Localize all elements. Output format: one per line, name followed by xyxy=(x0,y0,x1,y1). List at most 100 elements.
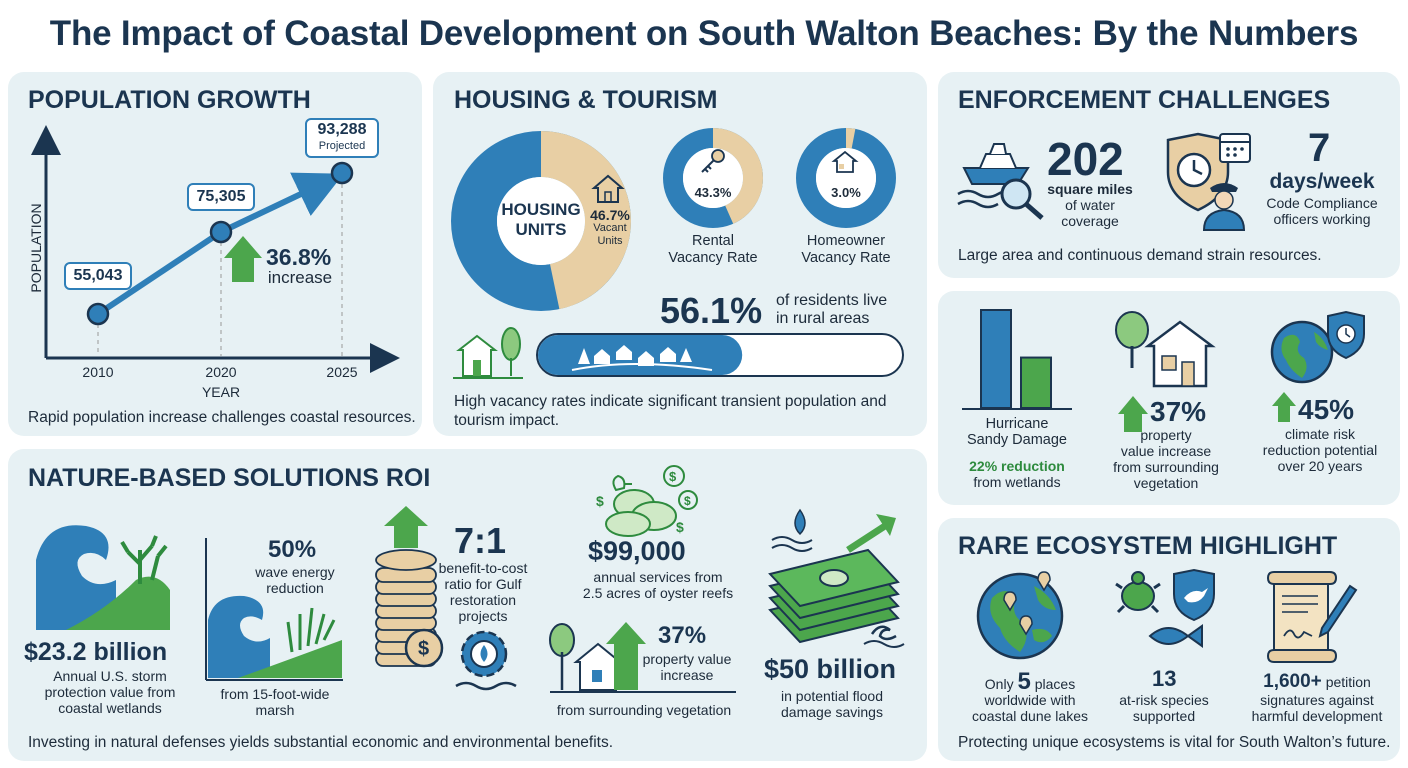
flood-label-1: in potential flood xyxy=(781,688,883,704)
projected-label: Projected xyxy=(318,140,366,152)
vacant-label-1: Vacant xyxy=(593,222,627,234)
homeowner-vacancy-arc xyxy=(796,128,896,228)
wave-coral-icon xyxy=(36,525,170,630)
housing-caption-1: High vacancy rates indicate significant … xyxy=(454,393,887,410)
climate-label-3: over 20 years xyxy=(1277,458,1363,474)
rental-vacancy-arc xyxy=(663,128,763,228)
svg-text:$: $ xyxy=(684,494,691,508)
property-label-2: value increase xyxy=(1120,443,1212,459)
value-2025-box: 93,288 Projected xyxy=(305,118,379,158)
year-2010: 2010 xyxy=(82,364,114,380)
ratio-label-2: ratio for Gulf xyxy=(444,576,522,592)
vacant-label-2: Units xyxy=(597,235,623,247)
oyster-dollar-icon: $ $ $ $ xyxy=(596,465,698,537)
shield-officer-icon xyxy=(1166,132,1251,231)
value-2010: 55,043 xyxy=(64,262,132,290)
veg-label-2: increase xyxy=(660,667,714,683)
point-2025 xyxy=(330,161,354,185)
house-tree-icon xyxy=(453,327,523,379)
days-label-1: Code Compliance xyxy=(1266,195,1378,211)
places-pre: Only xyxy=(984,676,1014,692)
owner-label-1: Homeowner xyxy=(806,233,886,249)
housing-donut-label-2: UNITS xyxy=(515,220,567,239)
wetlands-label-3: coastal wetlands xyxy=(58,700,162,716)
hurricane-reduction: 22% reduction xyxy=(969,458,1065,474)
svg-text:$: $ xyxy=(676,519,684,535)
rural-bar-fill xyxy=(538,335,743,375)
wave-marsh-icon xyxy=(208,595,342,678)
increase-label: increase xyxy=(267,268,333,287)
area-value: 202 xyxy=(1047,133,1124,185)
point-2020 xyxy=(209,220,233,244)
oyster-label-2: 2.5 acres of oyster reefs xyxy=(582,585,734,601)
area-label-2: of water xyxy=(1065,197,1115,213)
enforcement-icons xyxy=(957,132,1251,231)
ratio-label-4: projects xyxy=(458,608,508,624)
value-2020: 75,305 xyxy=(187,183,255,211)
property-label-4: vegetation xyxy=(1133,475,1199,491)
year-2025: 2025 xyxy=(326,364,358,380)
population-caption: Rapid population increase challenges coa… xyxy=(28,409,416,426)
places-label-2: coastal dune lakes xyxy=(972,708,1088,724)
wave-label-1: wave energy xyxy=(255,564,335,580)
oyster-label-1: annual services from xyxy=(593,569,723,585)
impacts-icons xyxy=(962,309,1365,432)
vacant-units-arc xyxy=(451,131,631,311)
area-label-1: square miles xyxy=(1047,181,1133,197)
hurricane-label-1: Hurricane xyxy=(985,416,1049,432)
wetlands-label-1: Annual U.S. storm xyxy=(53,668,167,684)
property-label-1: property xyxy=(1140,427,1192,443)
wave-from-1: from 15-foot-wide xyxy=(220,686,330,702)
nature-icons: $ $ $ $ $ xyxy=(36,465,905,693)
increase-pct: 36.8% xyxy=(266,244,332,270)
flood-value: $50 billion xyxy=(764,654,897,684)
boat-magnifier-icon xyxy=(957,143,1044,220)
owner-pct: 3.0% xyxy=(831,185,861,200)
svg-text:$: $ xyxy=(669,469,677,484)
rural-label-2: in rural areas xyxy=(776,310,870,327)
rental-label-1: Rental xyxy=(692,233,734,249)
house-icon xyxy=(591,174,625,203)
places-line: Only 5 places xyxy=(960,670,1100,696)
nature-heading: NATURE-BASED SOLUTIONS ROI xyxy=(28,464,431,492)
rare-heading: RARE ECOSYSTEM HIGHLIGHT xyxy=(958,532,1338,560)
rental-pct: 43.3% xyxy=(694,185,732,200)
places-label-1: worldwide with xyxy=(984,692,1076,708)
page-title: The Impact of Coastal Development on Sou… xyxy=(49,14,1359,53)
species-icon xyxy=(1115,568,1215,648)
globe-shield-icon xyxy=(1270,310,1365,384)
veg-label-1: property value xyxy=(642,651,732,667)
ratio-label-1: benefit-to-cost xyxy=(438,560,528,576)
oyster-value: $99,000 xyxy=(588,536,686,566)
owner-label-2: Vacancy Rate xyxy=(801,250,891,266)
climate-label-2: reduction potential xyxy=(1262,442,1378,458)
enforcement-caption: Large area and continuous demand strain … xyxy=(958,247,1322,264)
rural-village-icon xyxy=(571,345,713,371)
nature-caption: Investing in natural defenses yields sub… xyxy=(28,734,614,751)
ratio-value: 7:1 xyxy=(454,520,507,561)
wetlands-label-2: protection value from xyxy=(44,684,176,700)
population-chart xyxy=(31,125,400,373)
rare-caption: Protecting unique ecosystems is vital fo… xyxy=(958,734,1391,751)
hurricane-label-2: Sandy Damage xyxy=(967,432,1067,448)
wave-pct: 50% xyxy=(268,536,317,563)
housing-donuts xyxy=(451,128,904,379)
property-pct: 37% xyxy=(1150,396,1207,427)
petition-line: 1,600+ petition xyxy=(1240,670,1394,694)
hurricane-from: from wetlands xyxy=(973,474,1061,490)
days-label-2: officers working xyxy=(1273,211,1371,227)
property-label-3: from surrounding xyxy=(1113,459,1219,475)
impacts-panel xyxy=(938,291,1400,505)
wave-label-2: reduction xyxy=(266,580,324,596)
petition-word: petition xyxy=(1325,674,1371,690)
rural-pct: 56.1% xyxy=(660,290,763,331)
vacant-pct: 46.7% xyxy=(590,207,630,223)
value-2025: 93,288 xyxy=(317,121,367,138)
veg-house-icon xyxy=(549,622,736,693)
ratio-label-3: restoration xyxy=(449,592,517,608)
area-label-3: coverage xyxy=(1061,213,1119,229)
coin-stack-icon: $ xyxy=(375,506,517,691)
housing-caption-2: tourism impact. xyxy=(454,412,560,429)
population-heading: POPULATION GROWTH xyxy=(28,86,311,114)
